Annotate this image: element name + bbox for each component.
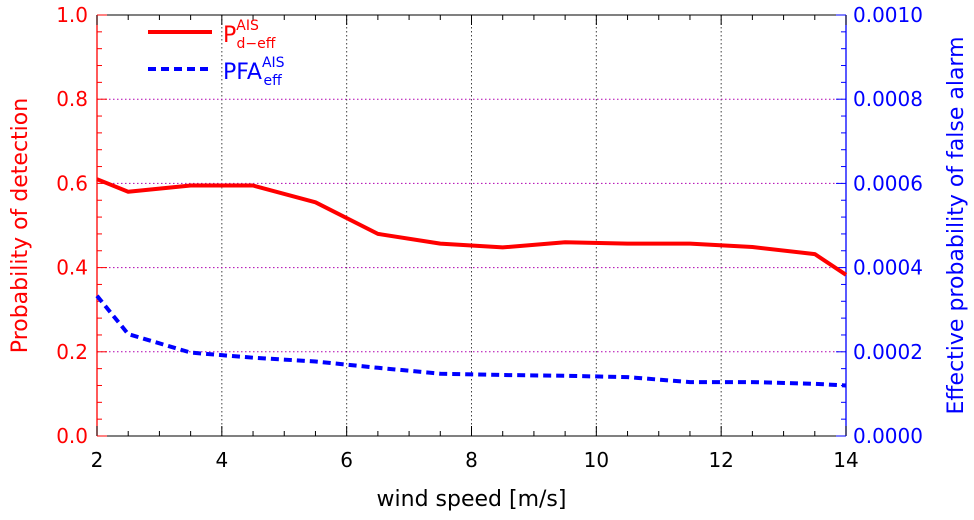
legend-main: PFA <box>223 60 262 85</box>
y-left-axis-label: Probability of detection <box>8 98 33 353</box>
y-left-tick-label: 0.4 <box>56 256 88 280</box>
x-tick-label: 2 <box>91 448 104 472</box>
y-right-tick-label: 0.0000 <box>853 424 923 448</box>
legend-label-1: PAIS d−eff <box>223 18 276 52</box>
x-tick-label: 10 <box>584 448 609 472</box>
x-tick-label: 4 <box>215 448 228 472</box>
x-axis-label: wind speed [m/s] <box>377 487 567 512</box>
y-right-tick-label: 0.0006 <box>853 171 923 195</box>
y-left-tick-label: 1.0 <box>56 3 88 27</box>
y-left-tick-label: 0.0 <box>56 424 88 448</box>
legend-superscript: AIS <box>236 18 259 34</box>
legend-main: P <box>223 23 236 48</box>
x-tick-label: 6 <box>340 448 353 472</box>
x-tick-label: 8 <box>465 448 478 472</box>
y-right-tick-label: 0.0008 <box>853 87 923 111</box>
series-layer <box>97 179 846 385</box>
legend-subscript: d−eff <box>237 36 276 52</box>
legend-label-2: PFAAIS eff <box>223 55 285 89</box>
x-tick-label: 12 <box>708 448 733 472</box>
y-right-tick-label: 0.0010 <box>853 3 923 27</box>
axes-layer: 2 4 6 8 10 12 14 wind speed [m/s] 0.0 0.2 0.4 0.6 0.… <box>8 3 969 512</box>
x-tick-label: 14 <box>833 448 858 472</box>
y-left-tick-label: 0.8 <box>56 87 88 111</box>
y-left-tick-label: 0.6 <box>56 171 88 195</box>
legend-subscript: eff <box>264 73 283 89</box>
y-right-tick-label: 0.0004 <box>853 256 923 280</box>
y-right-axis-label: Effective probability of false alarm <box>944 36 969 414</box>
legend-superscript: AIS <box>262 55 285 71</box>
y-left-tick-label: 0.2 <box>56 340 88 364</box>
y-right-tick-label: 0.0002 <box>853 340 923 364</box>
